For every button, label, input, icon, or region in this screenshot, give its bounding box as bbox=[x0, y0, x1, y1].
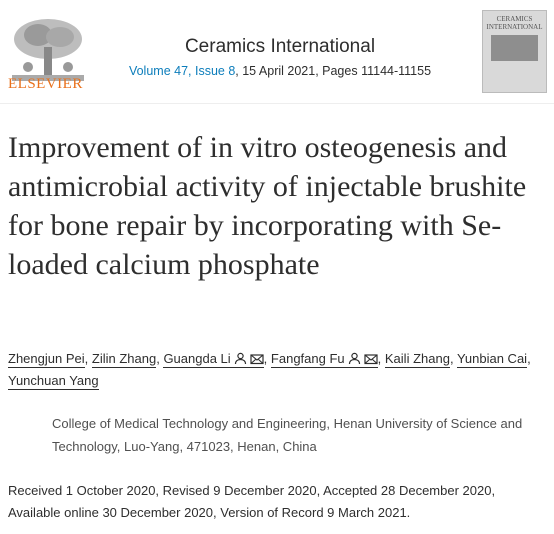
separator: , bbox=[449, 351, 454, 366]
separator: , bbox=[156, 351, 160, 366]
separator: , bbox=[263, 351, 268, 366]
journal-name[interactable]: Ceramics International bbox=[184, 36, 376, 57]
author[interactable]: Zhengjun Pei bbox=[8, 351, 85, 368]
affiliation: College of Medical Technology and Engine… bbox=[52, 416, 523, 454]
publisher-logo[interactable] bbox=[8, 8, 88, 92]
article-history: Received 1 October 2020, Revised 9 Decem… bbox=[8, 483, 496, 520]
author[interactable]: Fangfang Fu bbox=[270, 351, 378, 368]
author[interactable]: Yunchuan Yang bbox=[8, 373, 99, 390]
author-name: Fangfang Fu bbox=[270, 351, 345, 366]
issue-details: , 15 April 2021, Pages 11144-11155 bbox=[235, 64, 432, 78]
separator: , bbox=[84, 351, 89, 366]
separator: , bbox=[377, 351, 382, 366]
email-icon bbox=[364, 354, 378, 365]
author-list: Zhengjun Pei, Zilin Zhang, Guangda Li, F… bbox=[8, 348, 548, 392]
author[interactable]: Kaili Zhang bbox=[384, 351, 450, 368]
author-name: Yunbian Cai bbox=[456, 351, 528, 366]
article-title: Improvement of in vitro osteogenesis and… bbox=[8, 131, 527, 281]
cover-image bbox=[491, 35, 538, 61]
author-name: Yunchuan Yang bbox=[8, 373, 99, 388]
journal-cover[interactable]: CERAMICS INTERNATIONAL bbox=[482, 10, 547, 93]
author[interactable]: Yunbian Cai bbox=[456, 351, 528, 368]
person-icon bbox=[234, 352, 246, 365]
volume-link[interactable]: Volume 47, Issue 8 bbox=[128, 64, 236, 78]
separator: , bbox=[527, 351, 531, 366]
author[interactable]: Guangda Li bbox=[163, 351, 264, 368]
cover-title: CERAMICS INTERNATIONAL bbox=[486, 15, 543, 31]
divider bbox=[0, 103, 554, 104]
person-icon bbox=[348, 352, 360, 365]
author-name: Guangda Li bbox=[163, 351, 231, 366]
author[interactable]: Zilin Zhang bbox=[91, 351, 157, 368]
email-icon bbox=[250, 354, 264, 365]
volume-line: Volume 47, Issue 8, 15 April 2021, Pages… bbox=[100, 64, 460, 78]
publisher-name: ELSEVIER bbox=[8, 76, 83, 92]
author-name: Zhengjun Pei bbox=[8, 351, 85, 366]
author-name: Kaili Zhang bbox=[384, 351, 450, 366]
author-name: Zilin Zhang bbox=[91, 351, 157, 366]
